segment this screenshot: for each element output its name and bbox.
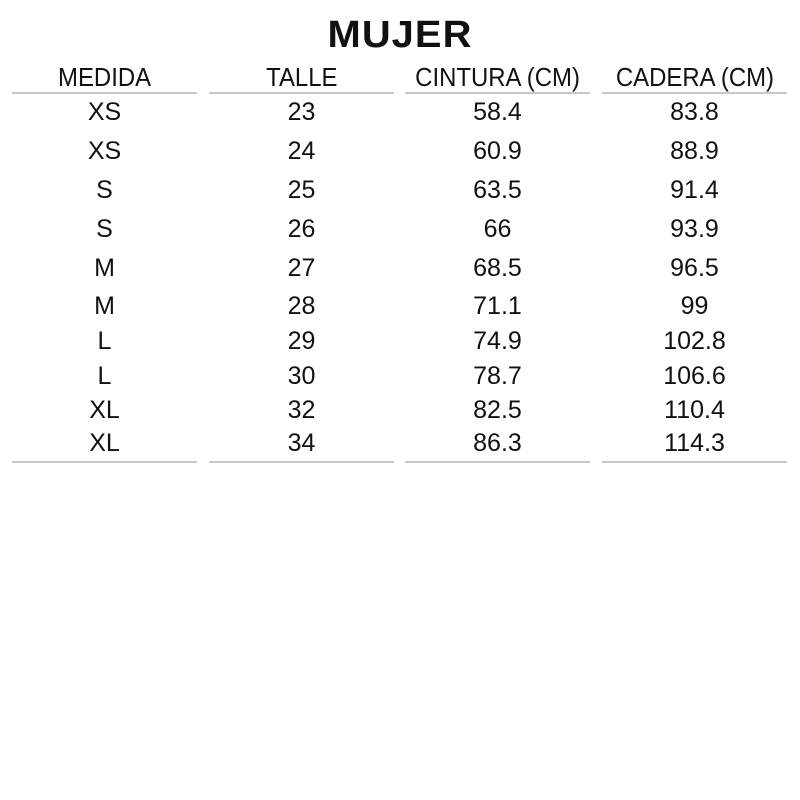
cell-talle: 34	[287, 429, 316, 457]
cell-cadera: 110.4	[664, 396, 725, 424]
cell-cadera: 114.3	[664, 429, 725, 457]
cell-medida: S	[96, 176, 113, 204]
header-rule	[12, 92, 197, 94]
cell-medida: M	[94, 292, 115, 320]
column-header-label: CINTURA (CM)	[415, 62, 580, 92]
cell-cintura: 82.5	[473, 396, 522, 424]
column-header-label: TALLE	[265, 62, 338, 92]
column-header-label: MEDIDA	[57, 62, 152, 92]
cell-medida: XS	[87, 98, 122, 126]
cell-cadera: 83.8	[670, 98, 719, 126]
cell-medida: XL	[89, 396, 120, 424]
header-rule	[209, 92, 394, 94]
cell-medida: M	[94, 254, 115, 282]
cell-talle: 28	[287, 292, 316, 320]
cell-cintura: 68.5	[473, 254, 522, 282]
table-bottom-rule	[405, 461, 590, 463]
cell-cintura: 78.7	[473, 362, 522, 390]
cell-talle: 23	[287, 98, 316, 126]
column-header-talle: TALLE	[209, 62, 394, 92]
column-header-label: CADERA (CM)	[615, 62, 774, 92]
column-header-cadera: CADERA (CM)	[602, 62, 787, 92]
cell-cintura: 66	[483, 215, 512, 243]
header-rule	[602, 92, 787, 94]
cell-talle: 24	[287, 137, 316, 165]
cell-cintura: 71.1	[473, 292, 522, 320]
cell-cintura: 86.3	[473, 429, 522, 457]
column-header-cintura: CINTURA (CM)	[405, 62, 590, 92]
column-header-medida: MEDIDA	[12, 62, 197, 92]
cell-cadera: 99	[680, 292, 709, 320]
cell-cintura: 63.5	[473, 176, 522, 204]
cell-cadera: 96.5	[670, 254, 719, 282]
cell-talle: 25	[287, 176, 316, 204]
cell-medida: L	[97, 327, 112, 355]
cell-cintura: 74.9	[473, 327, 522, 355]
cell-cadera: 106.6	[663, 362, 726, 390]
cell-cadera: 88.9	[670, 137, 719, 165]
header-rule	[405, 92, 590, 94]
cell-cintura: 58.4	[473, 98, 522, 126]
table-bottom-rule	[209, 461, 394, 463]
cell-cadera: 91.4	[670, 176, 719, 204]
cell-talle: 30	[287, 362, 316, 390]
cell-talle: 26	[287, 215, 316, 243]
cell-cadera: 93.9	[670, 215, 719, 243]
cell-medida: S	[96, 215, 113, 243]
cell-cadera: 102.8	[663, 327, 726, 355]
cell-medida: XS	[87, 137, 122, 165]
table-bottom-rule	[602, 461, 787, 463]
table-bottom-rule	[12, 461, 197, 463]
cell-talle: 29	[287, 327, 316, 355]
cell-cintura: 60.9	[473, 137, 522, 165]
cell-medida: XL	[89, 429, 120, 457]
cell-talle: 32	[287, 396, 316, 424]
cell-talle: 27	[287, 254, 316, 282]
cell-medida: L	[97, 362, 112, 390]
page-title: MUJER	[327, 14, 473, 56]
